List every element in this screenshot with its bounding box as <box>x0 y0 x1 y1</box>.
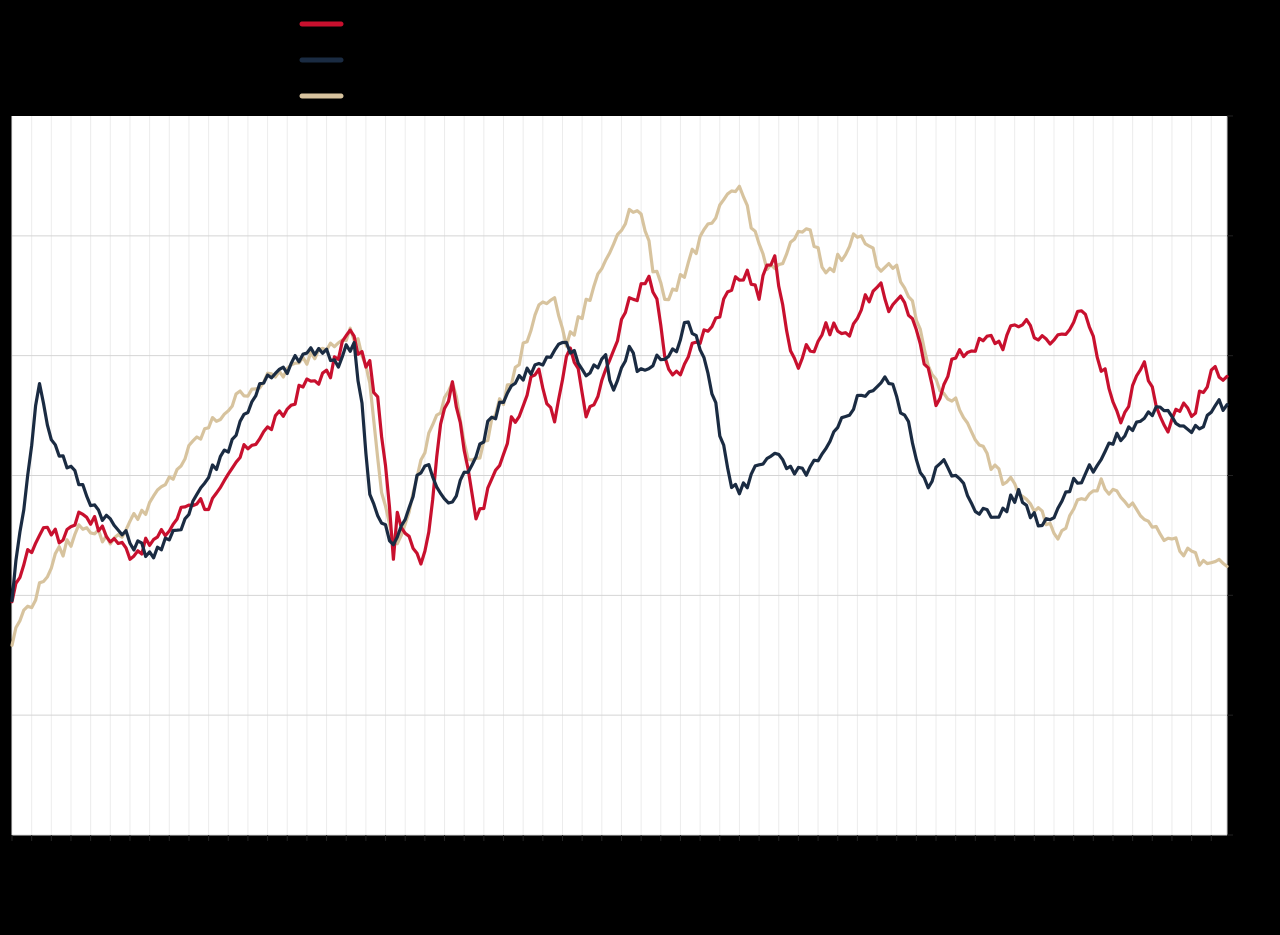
legend <box>299 21 344 99</box>
horizontal-gridlines <box>12 235 1227 716</box>
series-layer <box>10 184 1229 647</box>
series-line <box>10 184 1229 647</box>
x-axis-ticks <box>11 834 1227 841</box>
series-line <box>10 254 1229 604</box>
y-axis-ticks <box>1226 115 1233 836</box>
series-line <box>10 320 1229 603</box>
